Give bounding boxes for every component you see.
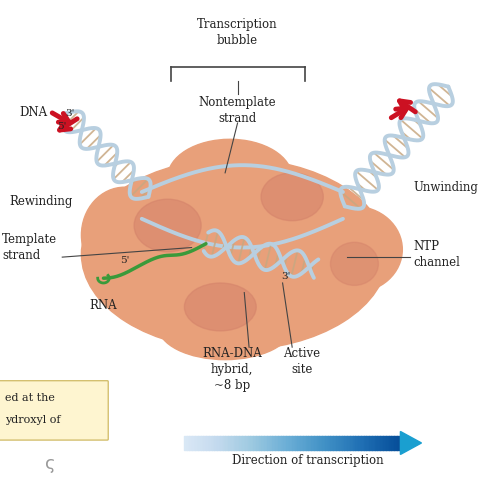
Text: ed at the: ed at the — [5, 393, 55, 403]
Text: 3': 3' — [65, 109, 75, 118]
Ellipse shape — [168, 139, 292, 216]
Text: Unwinding: Unwinding — [414, 181, 479, 194]
Ellipse shape — [306, 206, 402, 293]
Ellipse shape — [261, 173, 323, 221]
Text: Active
site: Active site — [283, 347, 320, 376]
Text: RNA-DNA
hybrid,
~8 bp: RNA-DNA hybrid, ~8 bp — [202, 347, 262, 392]
Ellipse shape — [81, 158, 388, 350]
Text: Direction of transcription: Direction of transcription — [232, 454, 383, 467]
Ellipse shape — [184, 283, 256, 331]
Text: Template
strand: Template strand — [2, 233, 57, 262]
Ellipse shape — [158, 293, 292, 359]
Text: NTP
channel: NTP channel — [414, 240, 461, 269]
Ellipse shape — [81, 187, 168, 283]
Text: $\mathsf{\varsigma}$: $\mathsf{\varsigma}$ — [44, 457, 55, 475]
Text: DNA: DNA — [19, 106, 47, 119]
Text: Nontemplate
strand: Nontemplate strand — [199, 96, 276, 125]
Text: ydroxyl of: ydroxyl of — [5, 415, 61, 425]
Polygon shape — [401, 431, 422, 454]
Ellipse shape — [330, 242, 378, 285]
Text: Transcription
bubble: Transcription bubble — [197, 18, 278, 47]
Text: Rewinding: Rewinding — [10, 195, 73, 208]
Text: RNA: RNA — [90, 299, 117, 312]
Ellipse shape — [134, 199, 201, 252]
Text: 5': 5' — [58, 122, 67, 131]
FancyBboxPatch shape — [0, 381, 108, 440]
Text: 3': 3' — [281, 272, 290, 281]
Text: 5': 5' — [120, 257, 129, 265]
